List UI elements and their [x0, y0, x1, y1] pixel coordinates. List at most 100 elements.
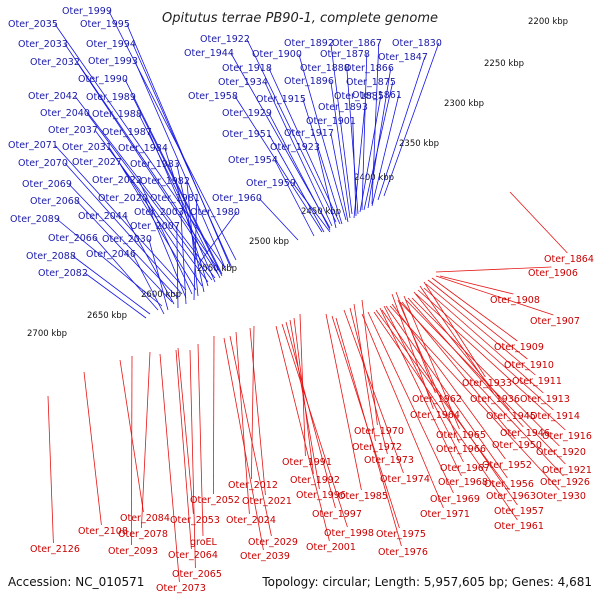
- forward-gene-label: Oter_2040: [40, 108, 90, 119]
- genome-title: Opitutus terrae PB90-1, complete genome: [162, 11, 438, 26]
- forward-leader-line: [268, 67, 341, 225]
- forward-leader-line: [363, 81, 394, 211]
- forward-gene-label: Oter_2082: [38, 268, 88, 279]
- forward-leader-line: [94, 237, 159, 311]
- forward-gene-label: Oter_1888: [300, 63, 350, 74]
- forward-leader-line: [234, 95, 323, 233]
- forward-gene-label: Oter_1892: [284, 38, 334, 49]
- forward-leader-line: [108, 10, 237, 261]
- reverse-gene-label: Oter_1996: [296, 490, 346, 501]
- forward-gene-label: Oter_2007: [130, 221, 180, 232]
- reverse-gene-label: Oter_2073: [156, 583, 206, 594]
- reverse-gene-label: Oter_1970: [354, 426, 404, 437]
- forward-leader-line: [330, 42, 353, 215]
- reverse-leader-line: [249, 327, 266, 496]
- reverse-gene-label: Oter_2064: [168, 550, 218, 561]
- forward-leader-line: [383, 42, 440, 197]
- forward-gene-label: Oter_1885: [334, 91, 384, 102]
- forward-leader-line: [246, 38, 337, 223]
- reverse-leader-line: [435, 266, 552, 273]
- reverse-leader-line: [385, 305, 508, 479]
- forward-gene-label: Oter_1847: [378, 52, 428, 63]
- forward-leader-line: [132, 96, 223, 277]
- reverse-gene-label: Oter_1975: [376, 529, 426, 540]
- forward-gene-label: Oter_2069: [22, 179, 72, 190]
- reverse-leader-line: [423, 287, 544, 394]
- forward-leader-line: [193, 197, 198, 301]
- reverse-gene-label: Oter_1973: [364, 455, 414, 466]
- forward-gene-label: Oter_1989: [86, 92, 136, 103]
- reverse-leader-line: [175, 349, 192, 550]
- reverse-leader-line: [373, 311, 518, 521]
- forward-leader-line: [118, 161, 197, 291]
- forward-leader-line: [316, 146, 337, 229]
- forward-leader-line: [367, 67, 392, 209]
- topology-text: Topology: circular; Length: 5,957,605 bp…: [261, 575, 592, 589]
- kbp-label: 2500 kbp: [249, 237, 289, 247]
- forward-gene-label: Oter_1983: [130, 159, 180, 170]
- forward-gene-label: Oter_2044: [78, 211, 128, 222]
- reverse-gene-label: Oter_2084: [120, 513, 170, 524]
- reverse-gene-label: Oter_1913: [520, 394, 570, 405]
- forward-leader-line: [124, 215, 175, 305]
- reverse-leader-line: [381, 309, 518, 506]
- reverse-gene-label: Oter_1972: [352, 442, 402, 453]
- accession-text: Accession: NC_010571: [8, 575, 144, 589]
- reverse-leader-line: [293, 317, 314, 475]
- reverse-gene-label: Oter_1936: [470, 394, 520, 405]
- reverse-leader-line: [367, 311, 454, 494]
- reverse-gene-label: Oter_1911: [512, 376, 562, 387]
- forward-leader-line: [54, 144, 187, 291]
- reverse-gene-label: groEL: [190, 537, 218, 548]
- forward-gene-label: Oter_1999: [62, 6, 112, 17]
- reverse-gene-label: Oter_2029: [248, 537, 298, 548]
- reverse-gene-label: Oter_1908: [490, 295, 540, 306]
- reverse-leader-line: [325, 313, 362, 491]
- reverse-leader-line: [407, 297, 524, 428]
- forward-leader-line: [54, 23, 226, 269]
- forward-gene-label: Oter_1982: [140, 176, 190, 187]
- forward-gene-label: Oter_1988: [92, 109, 142, 120]
- reverse-leader-line: [189, 349, 196, 569]
- forward-gene-label: Oter_2027: [72, 157, 122, 168]
- forward-gene-label: Oter_2032: [30, 57, 80, 68]
- reverse-gene-label: Oter_2024: [226, 515, 276, 526]
- reverse-leader-line: [399, 301, 564, 477]
- forward-leader-line: [132, 43, 233, 269]
- forward-leader-line: [371, 94, 400, 207]
- forward-gene-label: Oter_1922: [200, 34, 250, 45]
- reverse-gene-label: Oter_1933: [462, 378, 512, 389]
- reverse-gene-label: Oter_1909: [494, 342, 544, 353]
- forward-gene-label: Oter_2042: [28, 91, 78, 102]
- reverse-leader-line: [83, 371, 102, 526]
- forward-gene-label: Oter_2037: [48, 125, 98, 136]
- forward-gene-label: Oter_1954: [228, 155, 278, 166]
- forward-leader-line: [274, 159, 315, 237]
- reverse-gene-label: Oter_1864: [544, 254, 594, 265]
- forward-leader-line: [164, 147, 209, 287]
- reverse-gene-label: Oter_1907: [530, 316, 580, 327]
- reverse-leader-line: [417, 289, 554, 411]
- forward-gene-label: Oter_1934: [218, 77, 268, 88]
- reverse-gene-label: Oter_1971: [420, 509, 470, 520]
- reverse-gene-label: Oter_1914: [530, 411, 580, 422]
- forward-gene-label: Oter_1959: [246, 178, 296, 189]
- forward-leader-line: [302, 98, 343, 225]
- reverse-leader-line: [411, 297, 560, 447]
- reverse-leader-line: [395, 291, 436, 394]
- reverse-leader-line: [405, 299, 566, 465]
- reverse-gene-label: Oter_1926: [540, 477, 590, 488]
- reverse-gene-label: Oter_1967: [440, 463, 490, 474]
- reverse-gene-label: Oter_1952: [482, 460, 532, 471]
- forward-gene-label: Oter_1990: [78, 74, 128, 85]
- reverse-gene-label: Oter_1968: [438, 477, 488, 488]
- reverse-gene-label: Oter_1946: [500, 428, 550, 439]
- reverse-leader-line: [285, 321, 336, 509]
- forward-gene-label: Oter_1900: [252, 49, 302, 60]
- reverse-leader-line: [177, 347, 194, 515]
- reverse-gene-label: Oter_1976: [378, 547, 428, 558]
- forward-gene-label: Oter_2070: [18, 158, 68, 169]
- reverse-gene-label: Oter_1906: [528, 268, 578, 279]
- forward-leader-line: [138, 113, 221, 279]
- forward-gene-label: Oter_1993: [88, 56, 138, 67]
